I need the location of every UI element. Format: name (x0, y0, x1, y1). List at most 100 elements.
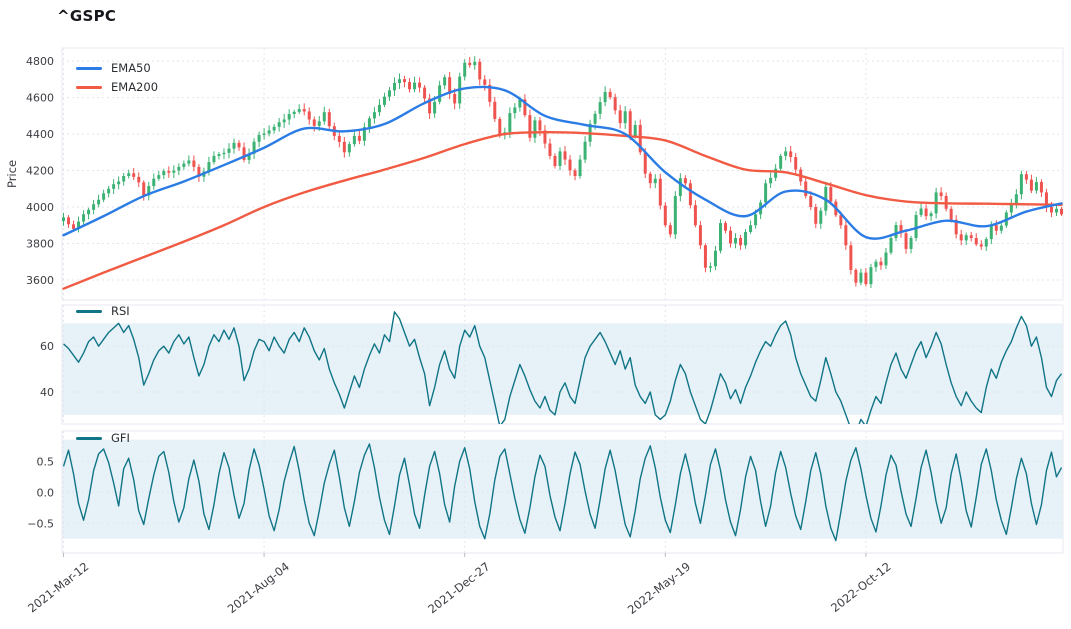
candle (874, 261, 878, 268)
candle (1044, 192, 1048, 208)
candle (814, 207, 818, 224)
gfi-band (62, 439, 1063, 539)
candle (408, 82, 412, 90)
candle (72, 224, 76, 229)
gfi-line-swatch (76, 437, 102, 441)
candle (187, 160, 191, 164)
candle (663, 205, 667, 226)
candle (643, 152, 647, 174)
candle (804, 181, 808, 197)
candle (969, 235, 973, 239)
page-title: ^GSPC (57, 7, 117, 25)
candle (197, 166, 201, 177)
price-axis-label: Price (5, 160, 19, 188)
candle (327, 112, 331, 127)
candle (769, 177, 773, 184)
candle (117, 181, 121, 185)
candle (87, 209, 91, 215)
candle (272, 126, 276, 131)
candle (438, 85, 442, 102)
candle (919, 208, 923, 216)
candle (297, 109, 301, 112)
candle (488, 84, 492, 102)
candle (1014, 194, 1018, 204)
candlestick-series (62, 56, 1063, 288)
candle (533, 120, 537, 138)
candle (322, 112, 326, 122)
candle (448, 77, 452, 94)
candle (282, 119, 286, 123)
candle (703, 245, 707, 268)
candle (413, 82, 417, 90)
candle (849, 245, 853, 270)
candle (618, 110, 622, 124)
candle (392, 83, 396, 91)
candle (819, 210, 823, 224)
candle (222, 152, 226, 155)
candle (287, 114, 291, 120)
candle (558, 151, 562, 166)
candle (764, 183, 768, 203)
candle (734, 238, 738, 244)
candle (1029, 179, 1033, 191)
candle (784, 151, 788, 156)
candle (723, 223, 727, 231)
candle (242, 147, 246, 160)
candle (362, 127, 366, 141)
candle (387, 90, 391, 97)
candle (92, 204, 96, 210)
candle (613, 97, 617, 111)
candle (794, 157, 798, 170)
candle (929, 213, 933, 217)
candle (478, 61, 482, 80)
candle (112, 184, 116, 189)
candle (578, 159, 582, 177)
rsi-label: RSI (111, 304, 130, 318)
candle (924, 208, 928, 217)
candle (177, 166, 181, 171)
candle (1009, 203, 1013, 213)
y-tick-label: 3600 (26, 274, 54, 287)
y-tick-label: 0.0 (37, 486, 55, 499)
candle (994, 225, 998, 231)
candle (989, 225, 993, 240)
gfi-border (61, 430, 1064, 554)
y-tick-label: 3800 (26, 237, 54, 250)
candle (603, 91, 607, 103)
candle (713, 250, 717, 267)
candle (167, 171, 171, 173)
candle (573, 170, 577, 177)
candle (553, 155, 557, 166)
candle (739, 238, 743, 246)
candle (1054, 208, 1058, 213)
candle (894, 225, 898, 239)
x-tick-label: 2021-Dec-27 (425, 559, 492, 616)
candle (307, 111, 311, 120)
gfi-panel (61, 430, 1064, 554)
candle (949, 208, 953, 220)
candle (132, 173, 136, 177)
price-legend: EMA50 EMA200 (76, 62, 159, 94)
price-gridlines (62, 48, 1063, 300)
candle (744, 231, 748, 246)
candle (774, 168, 778, 178)
candle (538, 120, 542, 131)
ema50-line-swatch (76, 67, 102, 71)
ema200-label: EMA200 (111, 79, 159, 94)
legend-ema200: EMA200 (76, 79, 159, 94)
candle (789, 151, 793, 158)
candle (779, 155, 783, 169)
x-tick-label: 2022-Oct-12 (828, 559, 894, 615)
candle (859, 272, 863, 283)
candle (1060, 208, 1063, 215)
candle (678, 178, 682, 197)
candle (749, 225, 753, 232)
candle (142, 182, 146, 196)
candle (498, 118, 502, 135)
candle (418, 82, 422, 88)
price-border (61, 47, 1064, 301)
x-tick-label: 2021-Mar-12 (25, 559, 91, 615)
candle (698, 225, 702, 246)
